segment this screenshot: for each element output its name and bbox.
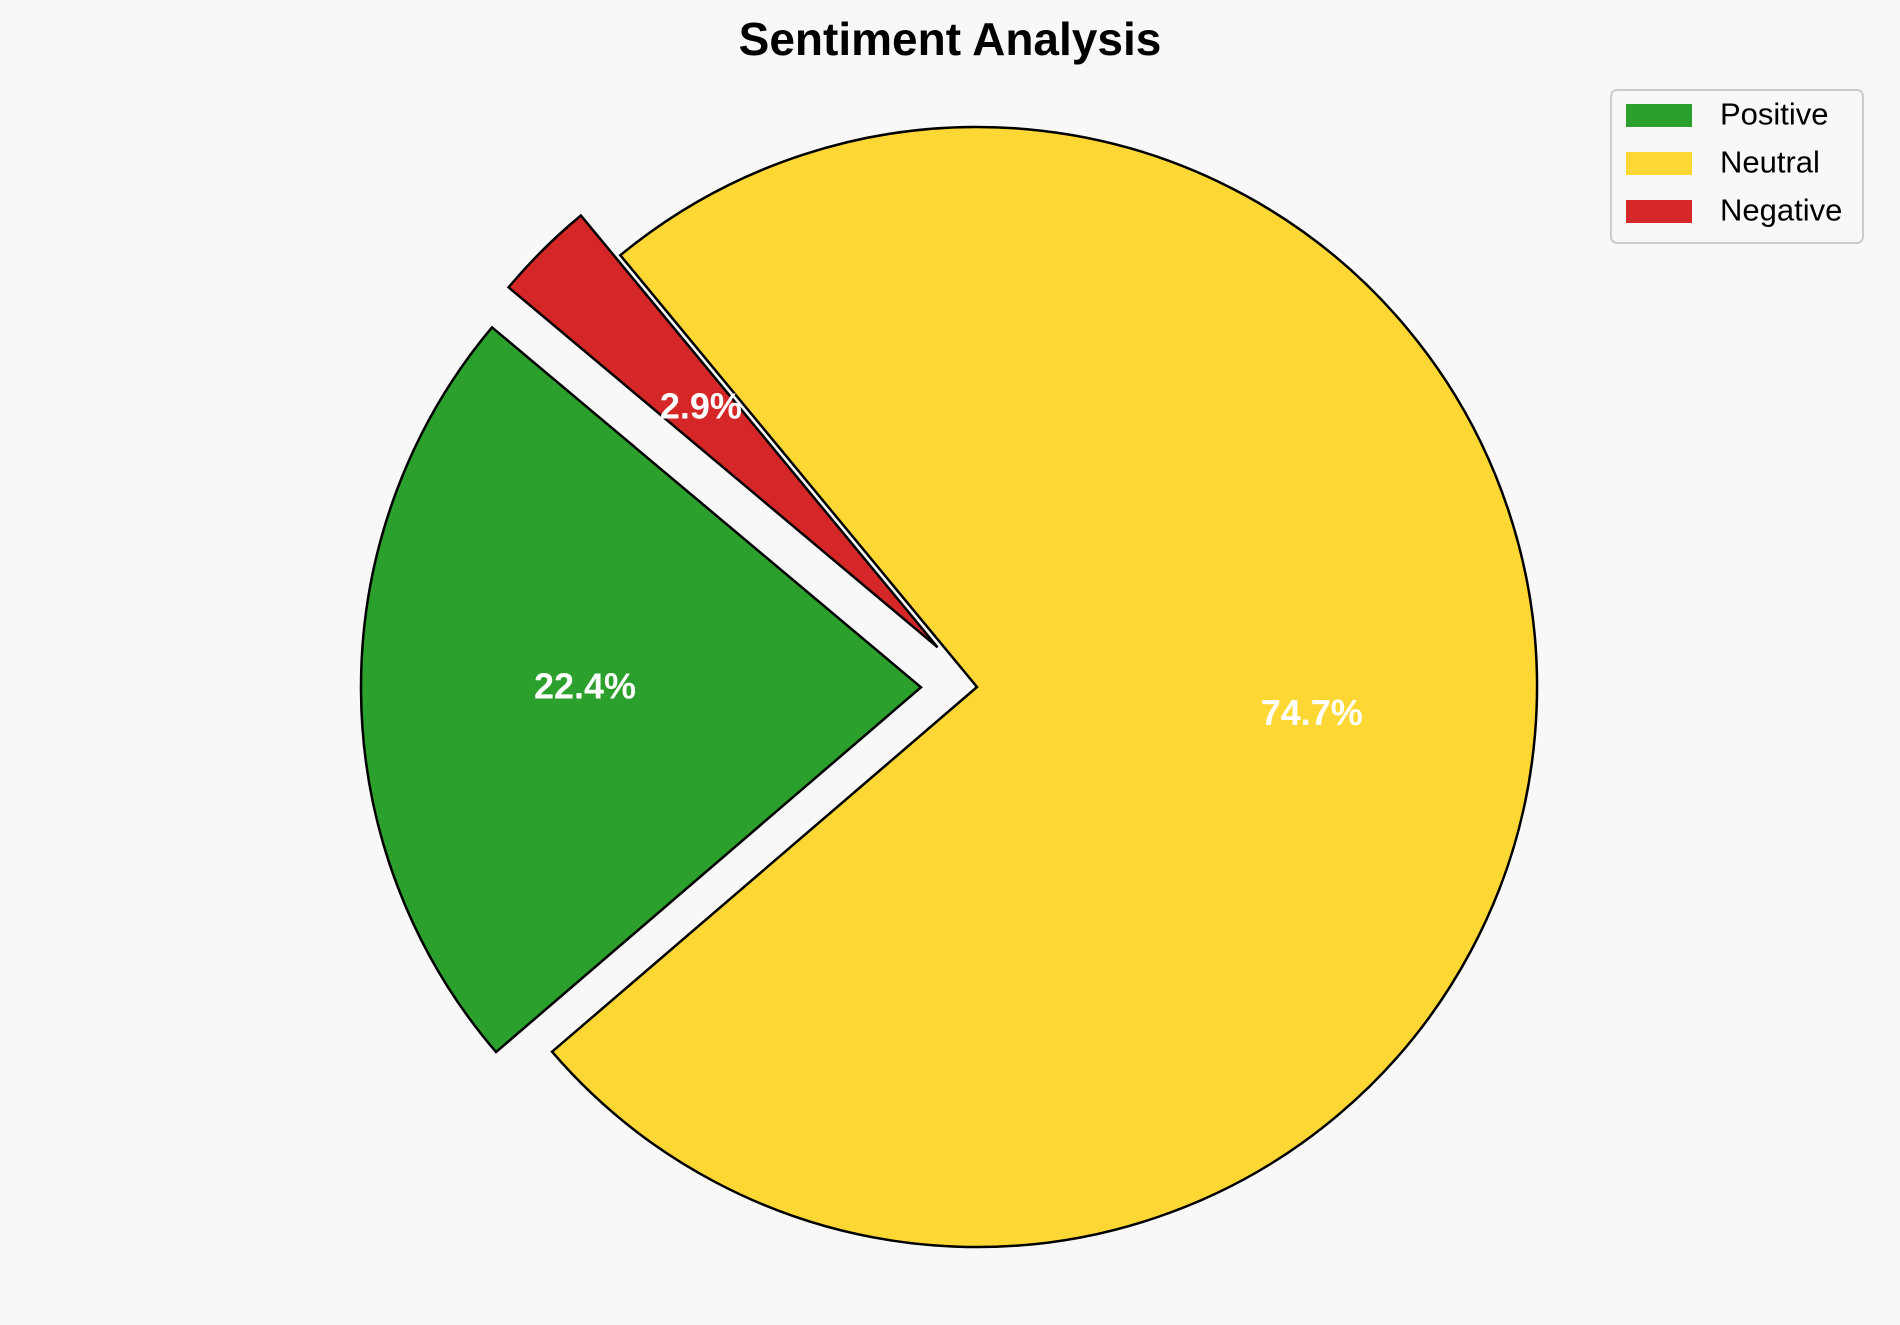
pie-label-neutral: 74.7% (1261, 692, 1363, 733)
legend-label-positive: Positive (1720, 97, 1829, 132)
pie-percentage-labels: 22.4% 74.7% 2.9% (534, 385, 1363, 733)
pie-slice-negative (506, 213, 939, 649)
chart-title: Sentiment Analysis (739, 13, 1162, 65)
legend-swatch-neutral (1626, 152, 1692, 175)
chart-legend: Positive Neutral Negative (1610, 89, 1864, 244)
pie-slice-positive (359, 325, 923, 1054)
legend-label-neutral: Neutral (1720, 145, 1820, 180)
legend-swatch-negative (1626, 200, 1692, 223)
pie-label-negative: 2.9% (660, 385, 742, 426)
pie-label-positive: 22.4% (534, 666, 636, 707)
legend-entries: Positive Neutral Negative (1626, 97, 1842, 228)
legend-label-negative: Negative (1720, 193, 1842, 228)
pie-slices (359, 125, 1539, 1249)
legend-swatch-positive (1626, 104, 1692, 127)
pie-slice-neutral (550, 125, 1539, 1249)
